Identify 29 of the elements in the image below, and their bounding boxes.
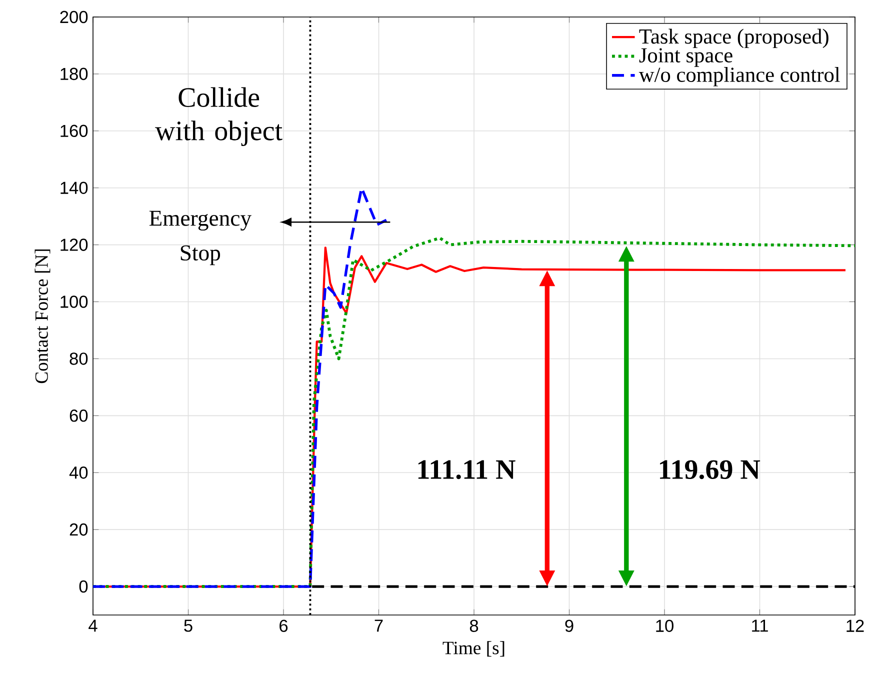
y-tick-label: 60: [70, 410, 88, 422]
x-tick-label: 12: [846, 620, 864, 632]
x-tick-label: 7: [374, 620, 383, 632]
y-tick-label: 100: [60, 296, 88, 308]
x-tick-label: 11: [752, 620, 768, 632]
y-tick-label: 0: [79, 580, 88, 593]
y-tick-label: 120: [60, 238, 88, 251]
x-tick-label: 4: [88, 620, 98, 632]
legend-label: Task space (proposed): [639, 28, 828, 48]
x-tick-label: 8: [470, 620, 478, 632]
x-tick-label: 10: [656, 620, 674, 632]
y-tick-label: 200: [60, 10, 88, 24]
annotation: 111.11 N: [418, 460, 516, 480]
y-tick-label: 140: [60, 182, 88, 194]
y-tick-label: 20: [70, 523, 88, 536]
y-tick-label: 180: [60, 68, 88, 80]
legend-label: Joint space: [639, 48, 732, 67]
ref-line-label: Collide with object: [155, 87, 282, 146]
y-axis-title: Contact Force [N]: [34, 249, 50, 384]
x-tick-label: 9: [565, 620, 574, 632]
annotation: 119.69 N: [660, 460, 760, 480]
y-tick-label: 160: [60, 124, 88, 138]
x-axis-title: Time [s]: [442, 641, 504, 657]
x-tick-label: 5: [184, 620, 192, 632]
y-tick-label: 40: [69, 466, 88, 479]
annotation: Emergency Stop: [149, 210, 252, 266]
legend-label: w/o compliance control: [638, 66, 840, 86]
y-tick-label: 80: [70, 352, 88, 365]
x-tick-label: 6: [280, 620, 288, 632]
